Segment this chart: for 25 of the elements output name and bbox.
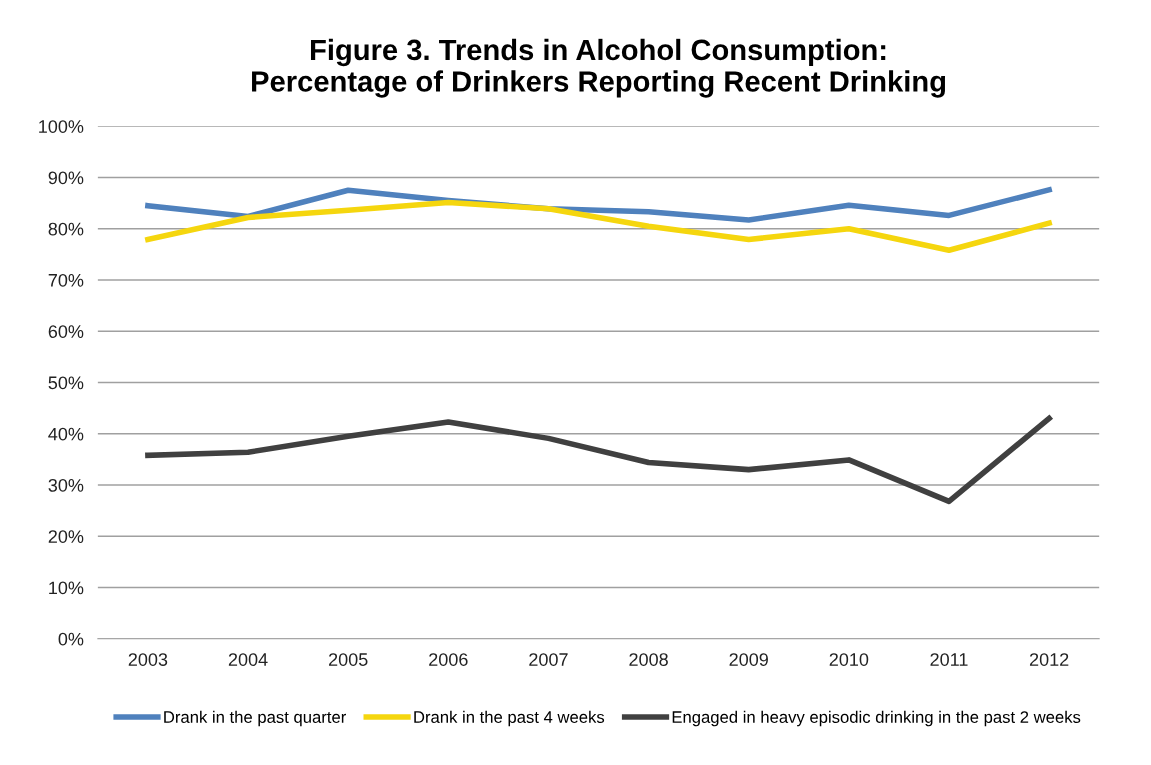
y-tick-label: 10% [49,581,84,595]
y-tick-label: 20% [48,530,84,543]
x-tick-label: 2009 [729,653,768,666]
x-tick-label: 2010 [829,653,869,666]
y-tick-label: 90% [48,171,84,185]
y-tick-label: 30% [48,478,84,492]
x-tick-label: 2008 [629,653,668,666]
x-tick-label: 2003 [128,653,168,666]
chart-title: Figure 3. Trends in Alcohol Consumption: Percentage of Drinkers Reporting Recent Drinking [252,38,946,98]
y-tick-label: 50% [48,376,84,390]
legend-label: Engaged in heavy episodic drinking in the past 2 weeks [672,710,1081,727]
y-tick-label: 70% [48,273,84,287]
legend-label: Drank in the past 4 weeks [414,710,605,727]
x-tick-label: 2004 [228,653,268,666]
legend-label: Drank in the past quarter [164,710,347,727]
x-tick-label: 2007 [529,653,568,666]
y-tick-label: 0% [58,632,84,646]
x-tick-label: 2012 [1029,653,1069,666]
x-tick-label: 2011 [930,653,968,666]
y-tick-label: 100% [39,120,84,133]
y-tick-label: 40% [48,427,84,441]
x-tick-label: 2005 [329,653,368,666]
x-tick-label: 2006 [429,653,468,666]
y-tick-label: 60% [48,325,84,338]
y-tick-label: 80% [48,222,84,236]
